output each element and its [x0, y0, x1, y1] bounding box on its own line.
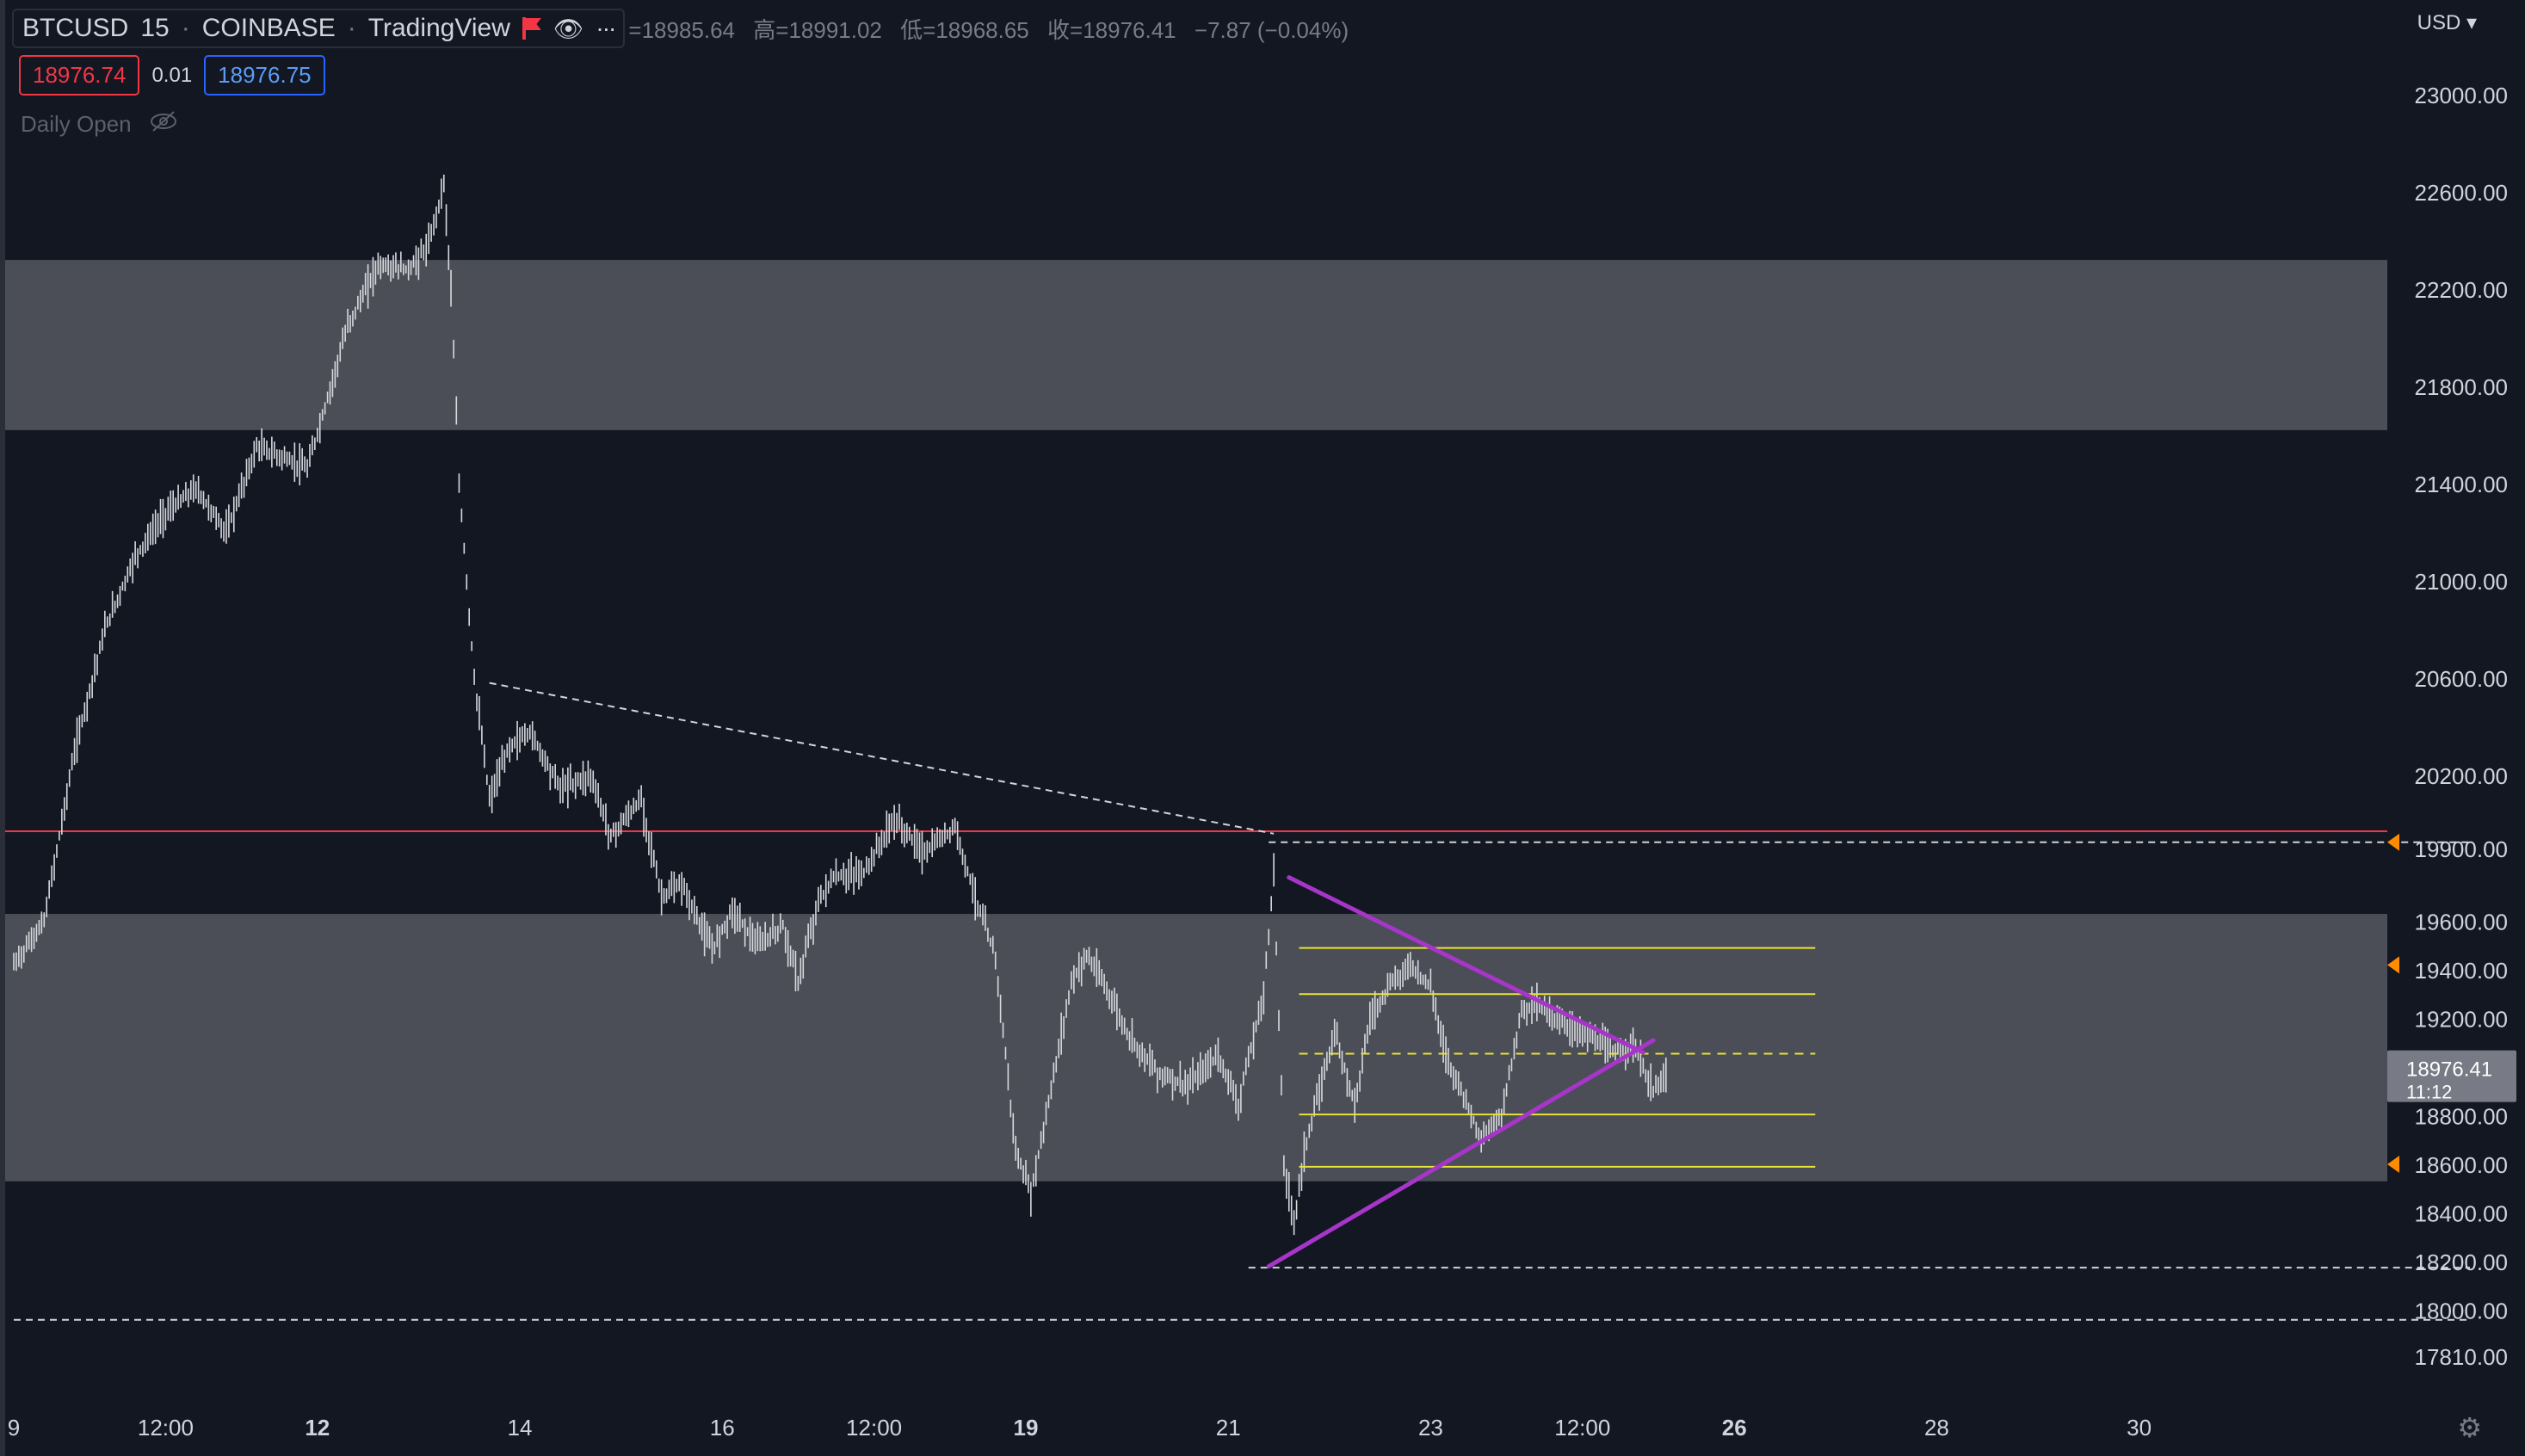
y-axis-label: 18200.00 — [2415, 1249, 2508, 1275]
y-axis-label: 21000.00 — [2415, 569, 2508, 595]
x-axis-label: 26 — [1722, 1415, 1747, 1441]
y-axis-label: 18400.00 — [2415, 1201, 2508, 1227]
quote-row: 18976.74 0.01 18976.75 — [19, 55, 325, 96]
symbol-legend[interactable]: BTCUSD 15 · COINBASE · TradingView 👁 ···… — [12, 9, 1361, 48]
x-axis-label: 14 — [508, 1415, 533, 1441]
supply-demand-zone — [5, 914, 2387, 1181]
y-axis-label: 17810.00 — [2415, 1344, 2508, 1370]
y-axis-label: 23000.00 — [2415, 83, 2508, 108]
descending-trendline — [489, 682, 1275, 835]
y-axis-label: 22200.00 — [2415, 277, 2508, 303]
x-axis-label: 19 — [1014, 1415, 1039, 1441]
left-edge — [0, 0, 5, 1456]
x-axis-label: 12 — [305, 1415, 330, 1441]
y-axis-label: 19900.00 — [2415, 836, 2508, 862]
x-axis-label: 30 — [2127, 1415, 2151, 1441]
spread-value: 0.01 — [151, 63, 193, 87]
buy-button[interactable]: 18976.75 — [204, 55, 325, 96]
change-value: −7.87 (−0.04%) — [1194, 16, 1349, 43]
currency-selector[interactable]: USD ▾ — [2417, 11, 2477, 34]
price-marker — [2387, 956, 2399, 974]
x-axis-label: 23 — [1418, 1415, 1443, 1441]
platform-label: TradingView — [367, 14, 510, 42]
y-axis-label: 18000.00 — [2415, 1299, 2508, 1324]
x-axis-label: 21 — [1216, 1415, 1241, 1441]
high-value: 高=18991.02 — [753, 16, 882, 43]
separator-dot: · — [347, 14, 356, 42]
y-axis-label: 18800.00 — [2415, 1104, 2508, 1130]
y-axis-label: 19600.00 — [2415, 910, 2508, 935]
price-marker — [2387, 1156, 2399, 1173]
close-value: 收=18976.41 — [1047, 16, 1176, 43]
indicator-legend[interactable]: Daily Open — [21, 110, 178, 139]
eye-off-glyph — [150, 111, 176, 132]
triangle-upper-line — [1287, 875, 1645, 1055]
x-axis-label: 9 — [8, 1415, 20, 1441]
symbol-name[interactable]: BTCUSD — [22, 14, 129, 42]
settings-icon[interactable]: ⚙ — [2457, 1412, 2482, 1443]
y-axis-label: 19200.00 — [2415, 1007, 2508, 1033]
more-icon[interactable]: ··· — [596, 15, 616, 41]
y-axis-label: 21800.00 — [2415, 374, 2508, 400]
y-axis-label: 21400.00 — [2415, 472, 2508, 497]
x-axis-label: 12:00 — [846, 1415, 902, 1441]
symbol-info-box[interactable]: BTCUSD 15 · COINBASE · TradingView 👁 ··· — [12, 9, 626, 48]
x-axis-label: 12:00 — [138, 1415, 194, 1441]
low-value: 低=18968.65 — [900, 16, 1029, 43]
currency-label[interactable]: USD — [2417, 11, 2461, 34]
indicator-name[interactable]: Daily Open — [21, 111, 132, 137]
y-axis-label: 20600.00 — [2415, 666, 2508, 692]
price-marker — [2387, 833, 2399, 851]
y-axis-label: 19400.00 — [2415, 958, 2508, 984]
ohlc-values: =18985.64 高=18991.02 低=18968.65 收=18976.… — [628, 13, 1361, 45]
y-axis-label: 18600.00 — [2415, 1152, 2508, 1178]
sell-button[interactable]: 18976.74 — [19, 55, 140, 96]
x-axis-label: 12:00 — [1554, 1415, 1610, 1441]
countdown-label: 11:12 — [2406, 1082, 2452, 1103]
x-axis-label: 16 — [710, 1415, 735, 1441]
current-price-tag — [2387, 1050, 2516, 1102]
eye-icon[interactable]: 👁 — [553, 15, 584, 42]
exchange-label: COINBASE — [201, 14, 336, 42]
interval-label[interactable]: 15 — [140, 14, 170, 42]
open-value: =18985.64 — [628, 16, 736, 43]
x-axis-label: 28 — [1924, 1415, 1949, 1441]
eye-off-icon[interactable] — [149, 110, 178, 139]
flag-icon[interactable] — [522, 17, 541, 40]
y-axis-label: 20200.00 — [2415, 763, 2508, 789]
triangle-lower-line — [1266, 1038, 1656, 1269]
current-price-label: 18976.41 — [2406, 1058, 2492, 1082]
y-axis-label: 22600.00 — [2415, 180, 2508, 206]
separator-dot: · — [181, 14, 190, 42]
supply-demand-zone — [5, 260, 2387, 430]
